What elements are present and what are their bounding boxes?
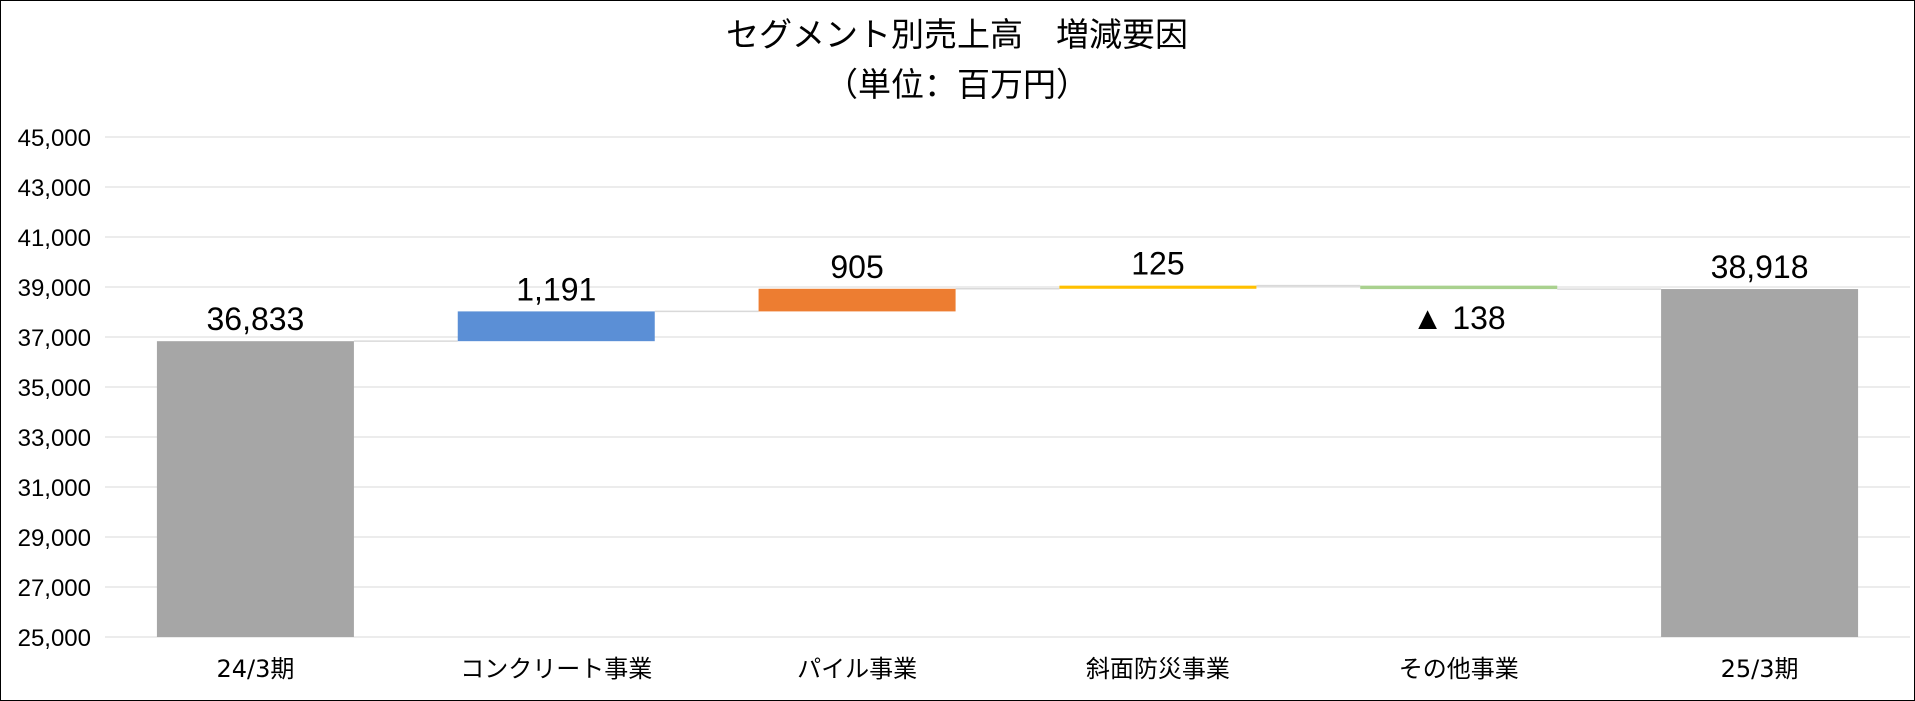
data-label: 125 [1131, 246, 1184, 282]
connector-lines [353, 284, 1662, 342]
data-label: 1,191 [516, 271, 596, 307]
x-category-label: その他事業 [1399, 655, 1519, 683]
bar-0 [156, 341, 354, 637]
bar-4 [1360, 285, 1558, 290]
data-label: 36,833 [206, 301, 304, 337]
chart-title: セグメント別売上高 増減要因 [726, 15, 1188, 54]
y-tick-label: 39,000 [18, 275, 91, 302]
y-tick-label: 25,000 [18, 625, 91, 652]
y-tick-label: 27,000 [18, 575, 91, 602]
data-label: 905 [830, 249, 883, 285]
bars [156, 285, 1859, 637]
bar-1 [457, 311, 655, 342]
y-tick-label: 35,000 [18, 375, 91, 402]
gridlines [105, 136, 1910, 638]
y-tick-label: 29,000 [18, 525, 91, 552]
bar-5 [1661, 289, 1859, 637]
x-category-label: コンクリート事業 [460, 655, 652, 683]
y-axis-tick-labels: 25,000 27,000 29,000 31,000 33,000 35,000 37,0… [18, 125, 91, 652]
y-tick-label: 41,000 [18, 225, 91, 252]
y-tick-label: 31,000 [18, 475, 91, 502]
x-category-label: 25/3期 [1721, 655, 1799, 683]
chart-subtitle: （単位：百万円） [825, 65, 1089, 104]
y-tick-label: 45,000 [18, 125, 91, 152]
bar-3 [1059, 285, 1257, 289]
y-tick-label: 37,000 [18, 325, 91, 352]
x-axis-category-labels: 24/3期 コンクリート事業 パイル事業 斜面防災事業 その他事業 25/3期 [216, 655, 1798, 683]
x-category-label: パイル事業 [797, 655, 917, 683]
y-tick-label: 33,000 [18, 425, 91, 452]
y-tick-label: 43,000 [18, 175, 91, 202]
data-label: ▲ 138 [1412, 300, 1506, 336]
bar-2 [758, 288, 956, 312]
x-category-label: 斜面防災事業 [1086, 655, 1230, 683]
data-label: 38,918 [1711, 249, 1809, 285]
x-category-label: 24/3期 [216, 655, 294, 683]
data-labels: 36,833 1,191 905 125 ▲ 138 38,918 [206, 246, 1808, 338]
